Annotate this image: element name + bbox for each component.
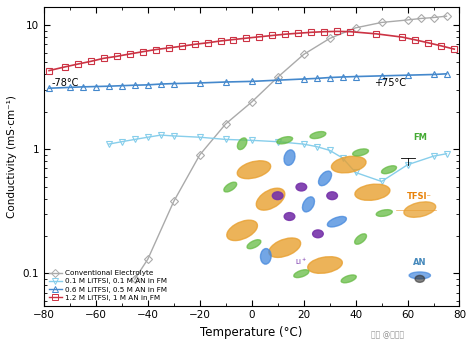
1.2 M LiTFSI, 1 M AN in FM — [114, 54, 120, 58]
Conventional Electrolyte — [379, 20, 385, 25]
1.2 M LiTFSI, 1 M AN in FM — [296, 31, 301, 35]
Text: -78°C: -78°C — [52, 78, 79, 88]
0.1 M LiTFSI, 0.1 M AN in FM — [132, 137, 138, 142]
0.1 M LiTFSI, 0.1 M AN in FM — [379, 180, 385, 184]
Line: Conventional Electrolyte: Conventional Electrolyte — [132, 13, 449, 282]
0.6 M LiTFSI, 0.5 M AN in FM — [223, 80, 228, 84]
1.2 M LiTFSI, 1 M AN in FM — [179, 44, 184, 48]
1.2 M LiTFSI, 1 M AN in FM — [205, 41, 210, 45]
Conventional Electrolyte — [171, 199, 176, 203]
Y-axis label: Conductivity (mS·cm⁻¹): Conductivity (mS·cm⁻¹) — [7, 95, 17, 218]
0.6 M LiTFSI, 0.5 M AN in FM — [106, 84, 112, 88]
1.2 M LiTFSI, 1 M AN in FM — [412, 38, 418, 42]
Conventional Electrolyte — [418, 16, 423, 20]
1.2 M LiTFSI, 1 M AN in FM — [374, 32, 379, 36]
0.1 M LiTFSI, 0.1 M AN in FM — [444, 152, 449, 156]
0.1 M LiTFSI, 0.1 M AN in FM — [405, 163, 411, 167]
0.1 M LiTFSI, 0.1 M AN in FM — [275, 140, 280, 144]
0.6 M LiTFSI, 0.5 M AN in FM — [145, 83, 150, 87]
1.2 M LiTFSI, 1 M AN in FM — [218, 39, 223, 43]
1.2 M LiTFSI, 1 M AN in FM — [101, 56, 106, 61]
1.2 M LiTFSI, 1 M AN in FM — [308, 30, 314, 34]
0.1 M LiTFSI, 0.1 M AN in FM — [301, 142, 307, 146]
Conventional Electrolyte — [275, 75, 280, 79]
1.2 M LiTFSI, 1 M AN in FM — [282, 32, 288, 36]
0.1 M LiTFSI, 0.1 M AN in FM — [106, 142, 112, 146]
0.1 M LiTFSI, 0.1 M AN in FM — [249, 138, 254, 143]
0.6 M LiTFSI, 0.5 M AN in FM — [158, 82, 164, 86]
0.6 M LiTFSI, 0.5 M AN in FM — [67, 85, 73, 90]
0.1 M LiTFSI, 0.1 M AN in FM — [340, 156, 345, 160]
0.1 M LiTFSI, 0.1 M AN in FM — [145, 135, 150, 139]
0.6 M LiTFSI, 0.5 M AN in FM — [340, 75, 345, 79]
0.6 M LiTFSI, 0.5 M AN in FM — [353, 74, 359, 79]
Conventional Electrolyte — [223, 122, 228, 126]
1.2 M LiTFSI, 1 M AN in FM — [244, 36, 249, 40]
1.2 M LiTFSI, 1 M AN in FM — [88, 59, 94, 63]
1.2 M LiTFSI, 1 M AN in FM — [400, 35, 405, 39]
1.2 M LiTFSI, 1 M AN in FM — [270, 33, 275, 37]
0.1 M LiTFSI, 0.1 M AN in FM — [171, 134, 176, 138]
Conventional Electrolyte — [249, 100, 254, 104]
0.1 M LiTFSI, 0.1 M AN in FM — [353, 170, 359, 174]
1.2 M LiTFSI, 1 M AN in FM — [62, 65, 68, 69]
1.2 M LiTFSI, 1 M AN in FM — [334, 29, 340, 34]
Line: 1.2 M LiTFSI, 1 M AN in FM: 1.2 M LiTFSI, 1 M AN in FM — [46, 29, 457, 73]
0.1 M LiTFSI, 0.1 M AN in FM — [314, 145, 319, 149]
0.1 M LiTFSI, 0.1 M AN in FM — [197, 135, 202, 139]
0.6 M LiTFSI, 0.5 M AN in FM — [93, 84, 99, 89]
0.6 M LiTFSI, 0.5 M AN in FM — [444, 72, 449, 76]
0.6 M LiTFSI, 0.5 M AN in FM — [171, 82, 176, 86]
1.2 M LiTFSI, 1 M AN in FM — [75, 62, 80, 66]
Line: 0.6 M LiTFSI, 0.5 M AN in FM: 0.6 M LiTFSI, 0.5 M AN in FM — [46, 71, 449, 91]
0.6 M LiTFSI, 0.5 M AN in FM — [405, 73, 411, 77]
1.2 M LiTFSI, 1 M AN in FM — [140, 50, 145, 54]
1.2 M LiTFSI, 1 M AN in FM — [192, 42, 197, 46]
Conventional Electrolyte — [353, 26, 359, 30]
0.6 M LiTFSI, 0.5 M AN in FM — [197, 81, 202, 85]
0.6 M LiTFSI, 0.5 M AN in FM — [327, 75, 333, 80]
0.6 M LiTFSI, 0.5 M AN in FM — [46, 86, 52, 90]
0.6 M LiTFSI, 0.5 M AN in FM — [314, 76, 319, 81]
1.2 M LiTFSI, 1 M AN in FM — [451, 47, 457, 51]
Text: +75°C: +75°C — [374, 78, 406, 88]
Conventional Electrolyte — [301, 52, 307, 56]
Conventional Electrolyte — [145, 257, 150, 261]
1.2 M LiTFSI, 1 M AN in FM — [257, 35, 263, 39]
1.2 M LiTFSI, 1 M AN in FM — [153, 47, 158, 52]
Legend: Conventional Electrolyte, 0.1 M LiTFSI, 0.1 M AN in FM, 0.6 M LiTFSI, 0.5 M AN i: Conventional Electrolyte, 0.1 M LiTFSI, … — [47, 269, 168, 302]
0.1 M LiTFSI, 0.1 M AN in FM — [431, 154, 437, 158]
Conventional Electrolyte — [197, 153, 202, 157]
0.1 M LiTFSI, 0.1 M AN in FM — [119, 140, 124, 144]
Conventional Electrolyte — [327, 36, 333, 40]
Conventional Electrolyte — [405, 18, 411, 22]
Text: 头条 @化学加: 头条 @化学加 — [371, 330, 404, 339]
0.1 M LiTFSI, 0.1 M AN in FM — [158, 133, 164, 137]
0.6 M LiTFSI, 0.5 M AN in FM — [431, 72, 437, 76]
0.6 M LiTFSI, 0.5 M AN in FM — [132, 83, 138, 87]
0.1 M LiTFSI, 0.1 M AN in FM — [327, 148, 333, 152]
0.6 M LiTFSI, 0.5 M AN in FM — [119, 84, 124, 88]
0.6 M LiTFSI, 0.5 M AN in FM — [301, 77, 307, 81]
1.2 M LiTFSI, 1 M AN in FM — [166, 46, 171, 50]
Conventional Electrolyte — [431, 16, 437, 20]
1.2 M LiTFSI, 1 M AN in FM — [348, 30, 353, 34]
0.6 M LiTFSI, 0.5 M AN in FM — [249, 79, 254, 83]
Conventional Electrolyte — [444, 14, 449, 18]
1.2 M LiTFSI, 1 M AN in FM — [231, 37, 236, 42]
1.2 M LiTFSI, 1 M AN in FM — [127, 52, 132, 56]
0.6 M LiTFSI, 0.5 M AN in FM — [80, 85, 86, 89]
1.2 M LiTFSI, 1 M AN in FM — [46, 69, 52, 73]
X-axis label: Temperature (°C): Temperature (°C) — [201, 326, 303, 339]
1.2 M LiTFSI, 1 M AN in FM — [322, 30, 327, 34]
0.6 M LiTFSI, 0.5 M AN in FM — [275, 78, 280, 82]
1.2 M LiTFSI, 1 M AN in FM — [426, 41, 431, 45]
Conventional Electrolyte — [132, 277, 138, 281]
1.2 M LiTFSI, 1 M AN in FM — [438, 44, 444, 48]
0.1 M LiTFSI, 0.1 M AN in FM — [223, 137, 228, 142]
Line: 0.1 M LiTFSI, 0.1 M AN in FM: 0.1 M LiTFSI, 0.1 M AN in FM — [106, 132, 449, 184]
0.6 M LiTFSI, 0.5 M AN in FM — [379, 74, 385, 78]
